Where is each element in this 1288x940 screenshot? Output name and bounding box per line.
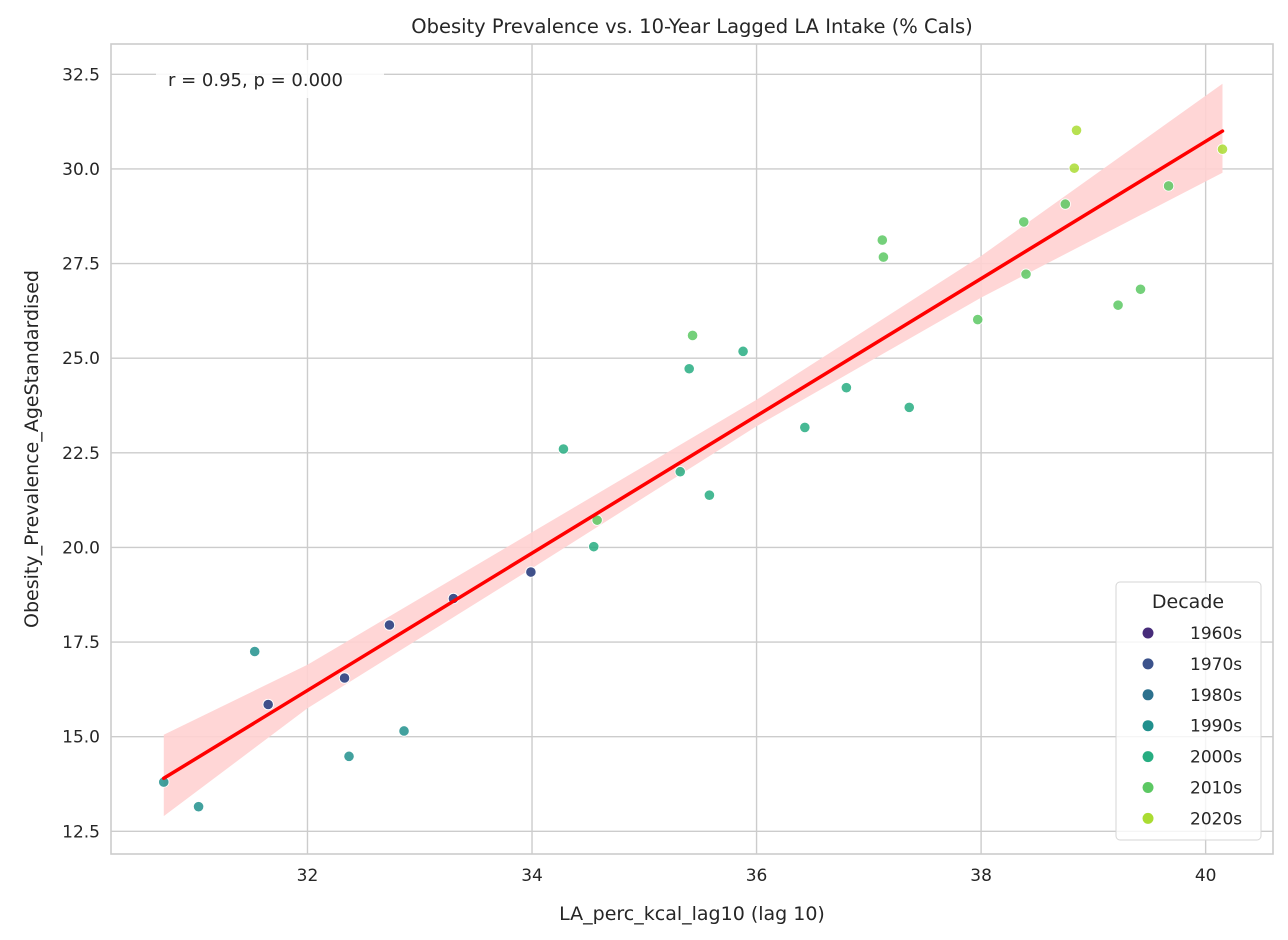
- data-point-2010s: [1112, 299, 1124, 311]
- legend-label-1980s: 1980s: [1190, 686, 1242, 706]
- y-tick-label: 15.0: [62, 728, 100, 748]
- y-axis-ticks: 12.5 15.0 17.5 20.0 22.5 25.0 27.5 30.0 32.5: [62, 65, 100, 842]
- data-point-2000s: [683, 363, 695, 375]
- legend-label-2000s: 2000s: [1190, 748, 1242, 768]
- legend-box: [1115, 581, 1262, 841]
- x-tick-label: 32: [297, 866, 319, 886]
- regression-line-group: [162, 129, 1225, 781]
- data-point-2010s: [972, 313, 984, 326]
- legend-title: Decade: [1152, 591, 1224, 613]
- data-point-2010s: [1162, 180, 1175, 192]
- data-point-2010s: [876, 234, 888, 246]
- data-point-2020s: [1070, 124, 1083, 136]
- y-tick-label: 30.0: [62, 160, 100, 180]
- data-point-2010s: [1134, 283, 1147, 295]
- data-points: [158, 124, 1229, 813]
- y-tick-label: 27.5: [62, 255, 100, 275]
- y-tick-label: 32.5: [62, 65, 100, 85]
- annotation-box: [156, 60, 384, 98]
- legend-marker-2000s: [1142, 751, 1154, 763]
- data-point-2000s: [588, 541, 600, 553]
- confidence-band-group: [163, 83, 1223, 817]
- data-point-2000s: [840, 382, 852, 394]
- x-tick-label: 40: [1195, 866, 1217, 886]
- data-point-2000s: [903, 401, 915, 413]
- data-point-2010s: [877, 251, 890, 263]
- legend-marker-1970s: [1142, 658, 1154, 670]
- data-point-1990s: [343, 750, 355, 762]
- data-point-1990s: [192, 801, 205, 813]
- legend: Decade 1960s 1970s 1980s 1990s 2000s 2010s 202…: [1115, 581, 1262, 841]
- x-tick-label: 38: [970, 866, 992, 886]
- legend-marker-2010s: [1142, 782, 1154, 793]
- y-tick-label: 20.0: [62, 538, 100, 558]
- data-point-1990s: [398, 725, 410, 737]
- data-point-2000s: [737, 345, 749, 357]
- data-point-2010s: [686, 329, 699, 342]
- plot-border: [110, 43, 1274, 855]
- data-point-2010s: [1018, 216, 1030, 228]
- data-point-2000s: [703, 489, 716, 501]
- data-point-1970s: [338, 672, 351, 684]
- data-point-1970s: [262, 698, 274, 711]
- legend-marker-1960s: [1142, 627, 1154, 639]
- stats-annotation: r = 0.95, p = 0.000: [156, 60, 384, 98]
- data-point-2000s: [674, 466, 686, 478]
- x-axis-ticks: 32 34 36 38 40: [297, 866, 1217, 886]
- data-point-2020s: [1068, 162, 1080, 174]
- data-point-1970s: [525, 566, 537, 578]
- legend-marker-1980s: [1142, 689, 1154, 701]
- legend-marker-1990s: [1142, 720, 1154, 732]
- data-point-2020s: [1216, 143, 1229, 155]
- data-point-1970s: [383, 619, 396, 631]
- legend-label-1960s: 1960s: [1190, 624, 1242, 644]
- data-point-1990s: [249, 645, 261, 658]
- y-tick-label: 12.5: [62, 822, 100, 842]
- data-point-2000s: [557, 443, 570, 455]
- x-axis-label: LA_perc_kcal_lag10 (lag 10): [559, 903, 825, 925]
- data-point-2010s: [1020, 268, 1032, 280]
- y-tick-label: 22.5: [62, 444, 100, 464]
- legend-label-2010s: 2010s: [1190, 779, 1242, 799]
- plot-frame: [110, 43, 1274, 855]
- legend-label-1990s: 1990s: [1190, 717, 1242, 737]
- annotation-text: r = 0.95, p = 0.000: [168, 70, 343, 91]
- x-tick-label: 34: [521, 866, 543, 886]
- legend-label-1970s: 1970s: [1190, 655, 1242, 675]
- data-point-2010s: [1059, 198, 1071, 210]
- y-axis-label: Obesity_Prevalence_AgeStandardised: [21, 270, 43, 628]
- data-point-2000s: [799, 421, 811, 434]
- legend-label-2020s: 2020s: [1190, 809, 1242, 829]
- x-tick-label: 36: [746, 866, 768, 886]
- y-tick-label: 25.0: [62, 349, 100, 369]
- y-tick-label: 17.5: [62, 633, 100, 653]
- legend-marker-2020s: [1142, 812, 1154, 824]
- regression-line: [162, 129, 1225, 781]
- confidence-band: [163, 83, 1223, 817]
- chart-title: Obesity Prevalence vs. 10-Year Lagged LA…: [411, 15, 973, 38]
